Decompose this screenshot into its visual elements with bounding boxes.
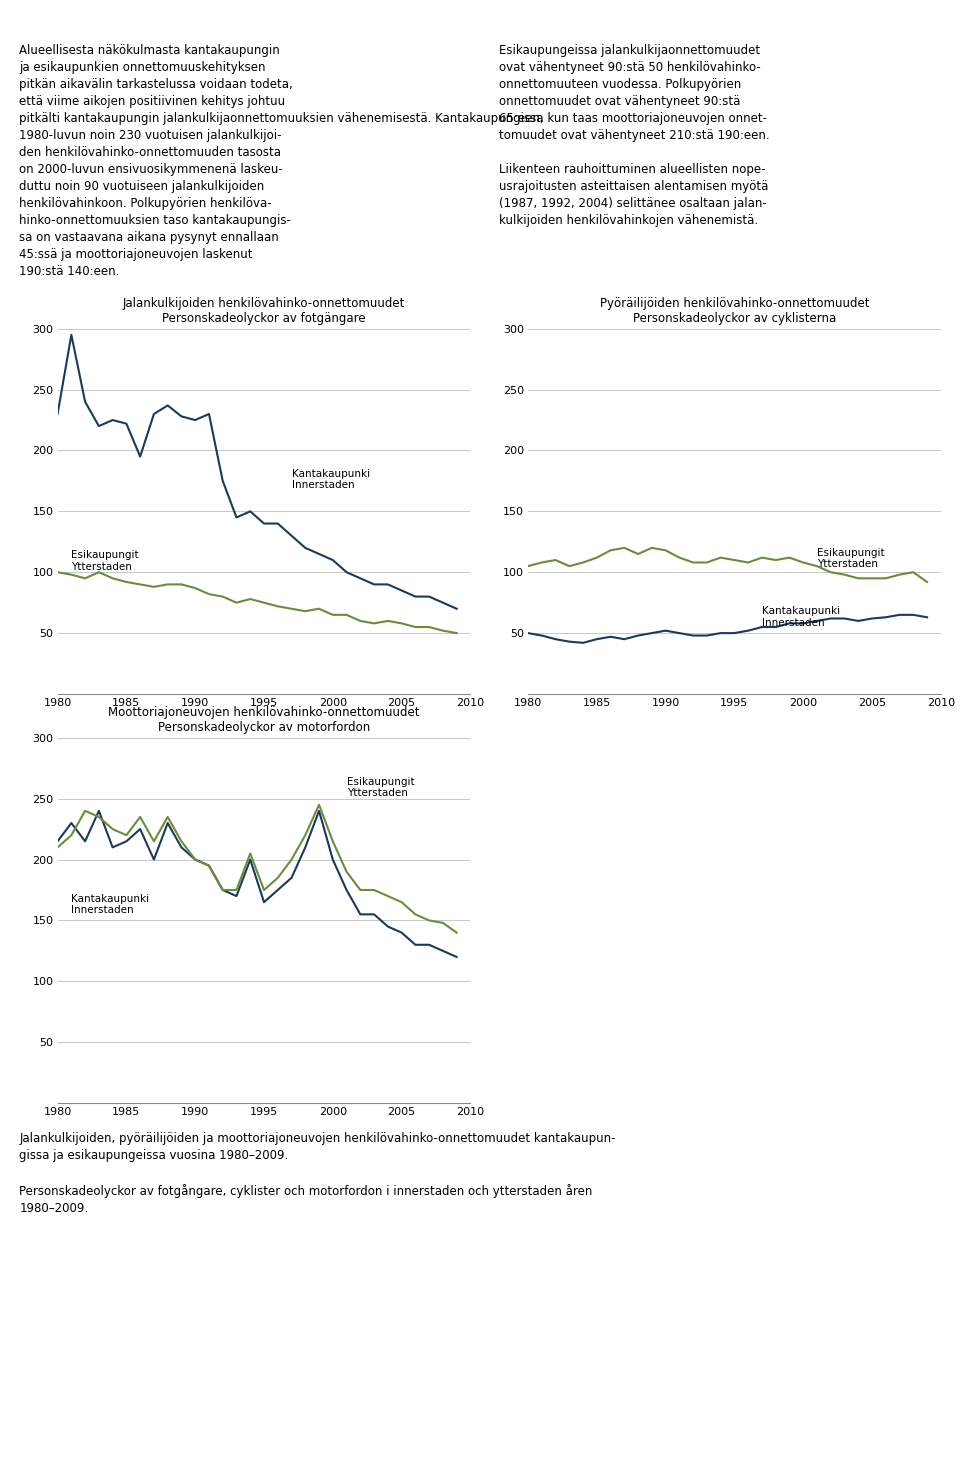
Text: Kantakaupunki
Innerstaden: Kantakaupunki Innerstaden <box>292 469 370 491</box>
Text: Alueellisesta näkökulmasta kantakaupungin
ja esikaupunkien onnettomuuskehityksen: Alueellisesta näkökulmasta kantakaupungi… <box>19 44 543 278</box>
Text: Esikaupungit
Ytterstaden: Esikaupungit Ytterstaden <box>71 551 139 571</box>
Text: Esikaupungeissa jalankulkijaonnettomuudet
ovat vähentyneet 90:stä 50 henkilövahi: Esikaupungeissa jalankulkijaonnettomuude… <box>499 44 770 226</box>
Title: Moottoriajoneuvojen henkilövahinko-onnettomuudet
Personskadeolyckor av motorford: Moottoriajoneuvojen henkilövahinko-onnet… <box>108 706 420 733</box>
Text: Kantakaupunki
Innerstaden: Kantakaupunki Innerstaden <box>762 606 840 628</box>
Title: Pyöräilijöiden henkilövahinko-onnettomuudet
Personskadeolyckor av cyklisterna: Pyöräilijöiden henkilövahinko-onnettomuu… <box>600 297 869 324</box>
Text: Esikaupungit
Ytterstaden: Esikaupungit Ytterstaden <box>347 777 414 798</box>
Text: Esikaupungit
Ytterstaden: Esikaupungit Ytterstaden <box>817 548 884 570</box>
Text: Jalankulkijoiden, pyöräilijöiden ja moottoriajoneuvojen henkilövahinko-onnettomu: Jalankulkijoiden, pyöräilijöiden ja moot… <box>19 1132 615 1214</box>
Title: Jalankulkijoiden henkilövahinko-onnettomuudet
Personskadeolyckor av fotgängare: Jalankulkijoiden henkilövahinko-onnettom… <box>123 297 405 324</box>
Text: Kantakaupunki
Innerstaden: Kantakaupunki Innerstaden <box>71 894 150 915</box>
